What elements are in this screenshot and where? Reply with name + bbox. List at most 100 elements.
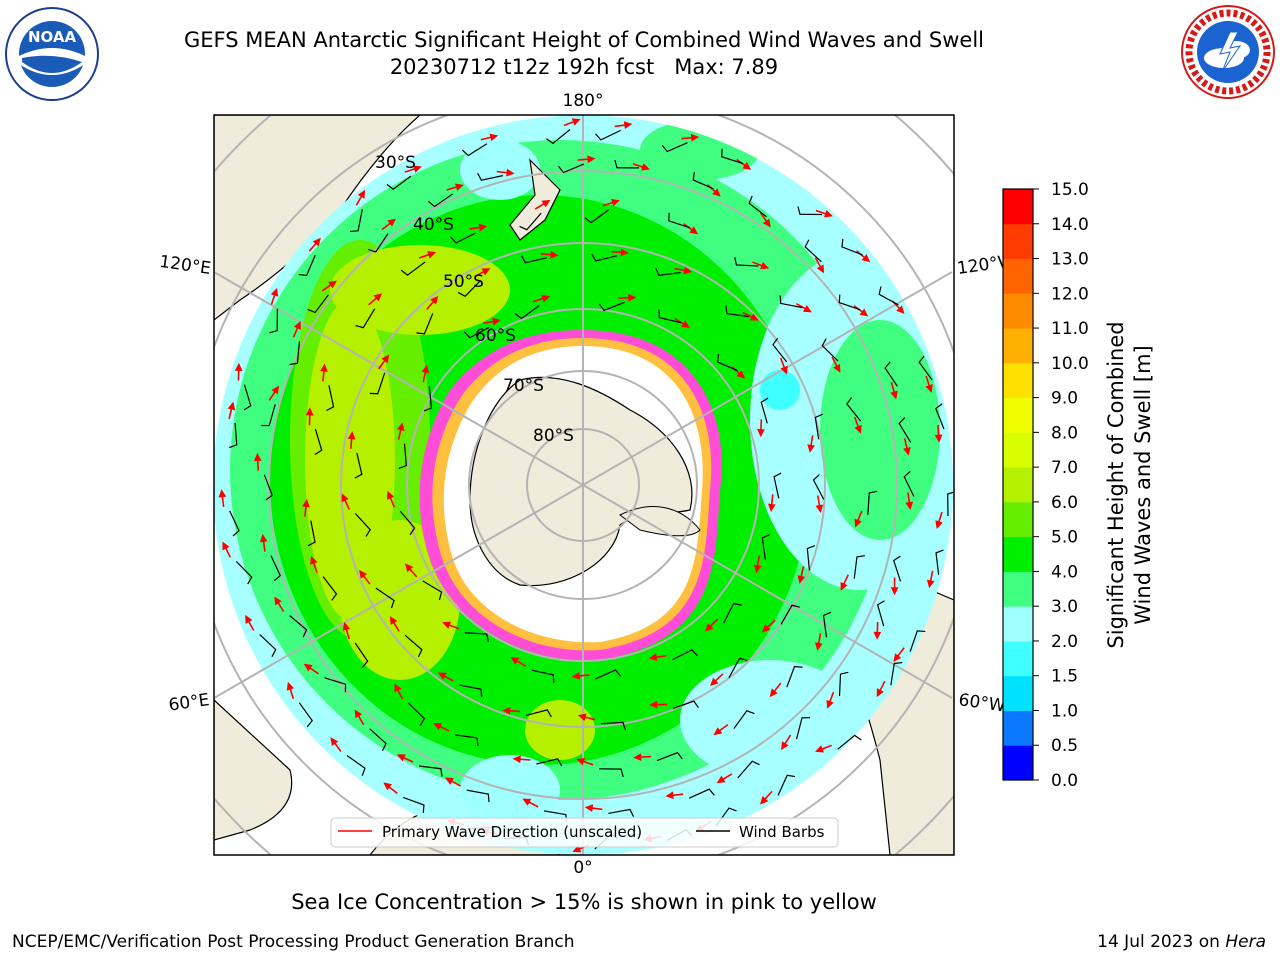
lon-label-60e: 60°E: [167, 690, 210, 715]
wind-barb: [463, 326, 490, 339]
wind-barb: [822, 611, 832, 638]
wind-barb: [867, 490, 878, 515]
wave-arrowhead: [833, 363, 841, 373]
wind-barb: [314, 429, 323, 456]
wave-arrowhead: [767, 503, 776, 513]
wave-arrowhead: [442, 621, 452, 629]
footer-host: Hera: [1225, 932, 1266, 952]
wind-barb: [598, 301, 625, 312]
colorbar-tick-label: 12.0: [1051, 284, 1089, 304]
wind-barb: [408, 702, 426, 726]
wind-barb: [350, 209, 363, 233]
wave-arrowhead: [320, 363, 328, 372]
wave-arrowhead: [357, 189, 366, 199]
wave-arrowhead: [760, 795, 769, 805]
wind-barb: [457, 280, 481, 298]
wave-arrowhead: [404, 563, 414, 573]
wind-barb: [614, 159, 640, 169]
wind-barb: [263, 474, 273, 501]
wave-arrowhead: [354, 709, 363, 719]
lat-label-70s: 70°S: [503, 376, 544, 396]
wind-barb: [797, 206, 822, 216]
wind-barb: [773, 472, 782, 499]
wind-barb: [838, 294, 861, 311]
colorbar-tick-label: 1.0: [1051, 701, 1078, 721]
colorbar-label-line2: Wind Waves and Swell [m]: [1131, 345, 1155, 625]
wind-barb: [369, 728, 387, 751]
wave-arrowhead: [310, 555, 318, 565]
lat-label-50s: 50°S: [443, 272, 484, 292]
wave-arrowhead: [807, 444, 815, 453]
colorbar-swatch: [1003, 536, 1033, 572]
wave-arrowhead: [489, 133, 499, 142]
wave-arrowhead: [383, 782, 393, 791]
wind-barb: [459, 684, 483, 698]
wind-barb: [728, 657, 748, 679]
wave-arrowhead: [373, 293, 383, 302]
wind-barb: [375, 587, 395, 609]
colorbar-swatch: [1003, 710, 1033, 746]
colorbar-tick-label: 7.0: [1051, 458, 1078, 478]
wind-barb: [289, 341, 301, 366]
wind-barb: [658, 309, 681, 324]
wind-barb: [595, 129, 621, 141]
wind-barb: [898, 417, 912, 443]
wind-barb: [688, 788, 715, 799]
footer-date: 14 Jul 2023 on Hera: [1097, 932, 1266, 952]
wave-arrowhead: [577, 713, 587, 721]
colorbar-swatch: [1003, 501, 1033, 538]
wind-barb: [591, 253, 618, 262]
colorbar-tick-label: 14.0: [1051, 215, 1089, 235]
wind-barb: [814, 413, 823, 440]
wind-barb: [725, 305, 749, 318]
wave-arrowhead: [259, 533, 268, 543]
wave-arrowhead: [437, 672, 447, 680]
wind-barb: [878, 286, 899, 306]
wind-barb: [876, 600, 885, 627]
legend-wave-label: Primary Wave Direction (unscaled): [382, 823, 642, 841]
colorbar-swatch: [1003, 258, 1033, 294]
wind-barb: [903, 470, 915, 497]
wave-arrowhead: [253, 452, 262, 462]
wave-arrowhead: [749, 313, 759, 321]
wind-barb: [403, 796, 425, 814]
wave-arrowhead: [303, 663, 313, 672]
wind-barb: [716, 353, 738, 372]
wave-arrowhead: [859, 308, 869, 317]
colorbar-swatch: [1003, 467, 1033, 503]
wind-barb: [795, 717, 811, 740]
colorbar-tick-label: 11.0: [1051, 319, 1089, 339]
wave-arrowhead: [890, 390, 898, 400]
chart-subtitle: 20230712 t12z 192h fcst Max: 7.89: [389, 55, 779, 79]
wind-barb: [760, 397, 769, 424]
wave-arrowhead: [512, 755, 521, 764]
wave-arrowhead: [620, 248, 629, 257]
wave-arrowhead: [712, 188, 721, 197]
noaa-logo: NOAA: [5, 7, 99, 101]
wind-barb: [531, 669, 555, 683]
wave-arrowhead: [245, 614, 253, 624]
wave-arrowhead: [381, 354, 390, 364]
lat-label-80s: 80°S: [533, 426, 574, 446]
wave-arrowhead: [753, 564, 762, 574]
wind-barb: [853, 555, 865, 579]
wave-arrowhead: [227, 401, 236, 411]
wind-barb: [519, 212, 542, 231]
wind-barb: [584, 209, 610, 224]
wind-barb: [734, 256, 759, 267]
wind-barb: [289, 615, 308, 638]
wave-arrowhead: [648, 653, 658, 662]
lon-label-0: 0°: [573, 858, 592, 878]
graticule: [214, 115, 954, 855]
wave-arrowhead: [814, 642, 823, 651]
colorbar-swatch: [1003, 745, 1033, 781]
wind-barb: [558, 163, 584, 174]
wave-arrowhead: [347, 431, 356, 440]
wave-arrowhead: [396, 754, 406, 762]
wave-arrowhead: [780, 365, 788, 375]
wind-barb: [838, 671, 849, 697]
wave-arrowhead: [396, 422, 405, 432]
wave-arrowhead: [427, 251, 437, 259]
wave-arrowhead: [905, 501, 914, 511]
